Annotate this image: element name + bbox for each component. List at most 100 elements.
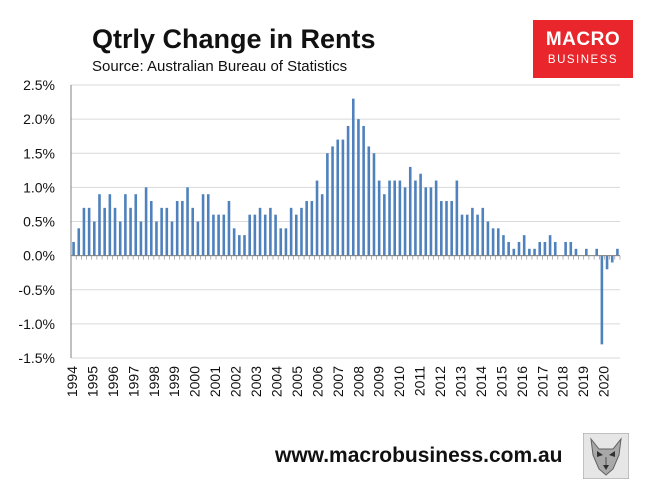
bar [351, 98, 355, 256]
bar [144, 187, 148, 256]
x-tick-label: 2010 [391, 366, 407, 397]
bar [574, 248, 578, 256]
bar [300, 207, 303, 256]
x-tick-label: 1999 [166, 366, 182, 397]
bar [243, 235, 246, 256]
bar [491, 228, 495, 256]
x-tick-label: 1994 [64, 366, 80, 397]
bar [248, 214, 251, 256]
y-tick-label: 0.5% [23, 214, 55, 230]
bar [253, 214, 257, 256]
bar [295, 214, 298, 256]
bar [274, 214, 277, 256]
bar [181, 201, 184, 256]
bar [507, 241, 510, 256]
y-tick-label: -1.0% [18, 316, 55, 332]
bar [155, 221, 158, 256]
y-tick-label: -1.5% [18, 350, 55, 366]
chart-title: Qtrly Change in Rents [92, 24, 376, 54]
bar [393, 180, 396, 256]
bar [160, 207, 163, 256]
x-tick-label: 2007 [330, 366, 346, 397]
bar [72, 241, 75, 256]
bar [553, 241, 557, 256]
bar [517, 241, 521, 256]
x-tick-label: 2002 [228, 366, 244, 397]
bar [341, 139, 345, 256]
logo-text-macro: MACRO [545, 29, 621, 50]
x-tick-label: 2019 [575, 366, 591, 397]
bar [569, 241, 573, 256]
y-tick-label: 2.5% [23, 77, 55, 93]
bar [206, 194, 210, 256]
x-tick-label: 2000 [187, 366, 203, 397]
bar [149, 201, 153, 256]
bar [533, 248, 536, 256]
x-tick-label: 2003 [248, 366, 264, 397]
bar [481, 207, 485, 256]
y-tick-label: 2.0% [23, 111, 55, 127]
x-tick-label: 2001 [207, 366, 223, 397]
bar [284, 228, 288, 256]
bar [129, 207, 132, 256]
wolf-icon [583, 433, 629, 479]
bar [564, 241, 567, 256]
bar [232, 228, 236, 256]
bar [263, 214, 267, 256]
logo-text-business: BUSINESS [547, 54, 619, 66]
bar [486, 221, 490, 256]
x-tick-label: 2020 [596, 366, 612, 397]
bar-chart: 2.5% 2.0% 1.5% 1.0% 0.5% 0.0% -0.5% -1.0% -1.5% 1… [18, 77, 621, 397]
bar [336, 139, 340, 256]
x-tick-label: 2004 [269, 366, 285, 397]
bar [134, 194, 138, 256]
bar [414, 180, 417, 256]
bar [605, 255, 609, 270]
bar [372, 153, 376, 256]
bar [445, 201, 448, 256]
bar [450, 201, 453, 256]
chart-subtitle: Source: Australian Bureau of Statistics [92, 58, 348, 75]
bar [331, 146, 334, 256]
bar [82, 207, 86, 256]
bar [600, 255, 604, 345]
bar [528, 248, 531, 256]
bar [315, 180, 319, 256]
bar [616, 248, 619, 256]
bar [118, 221, 122, 256]
bar [87, 207, 91, 256]
bar [108, 194, 112, 256]
x-tick-label: 2009 [371, 366, 387, 397]
bar [165, 207, 169, 256]
bar [279, 228, 283, 256]
bar [471, 207, 474, 256]
bar [357, 119, 360, 256]
bar [543, 241, 547, 256]
x-tick-label: 1998 [146, 366, 162, 397]
bar [496, 228, 500, 256]
bar [383, 194, 386, 256]
bar [201, 194, 205, 256]
bar [212, 214, 215, 256]
bar [440, 201, 443, 256]
bar [398, 180, 402, 256]
bar [305, 201, 308, 256]
bar [585, 248, 588, 256]
bar [124, 194, 127, 256]
bar [175, 201, 179, 256]
bar [186, 187, 189, 256]
x-tick-label: 2014 [473, 366, 489, 397]
bar [465, 214, 469, 256]
bar [289, 207, 293, 256]
bar [595, 248, 598, 256]
x-tick-label: 2006 [309, 366, 325, 397]
bar [77, 228, 81, 256]
x-tick-label: 2017 [534, 366, 550, 397]
bar [408, 166, 412, 256]
bar [93, 221, 96, 256]
bar [388, 180, 391, 256]
bar [548, 235, 552, 256]
bar [269, 207, 272, 256]
bar [476, 214, 479, 256]
x-tick-label: 2018 [555, 366, 571, 397]
